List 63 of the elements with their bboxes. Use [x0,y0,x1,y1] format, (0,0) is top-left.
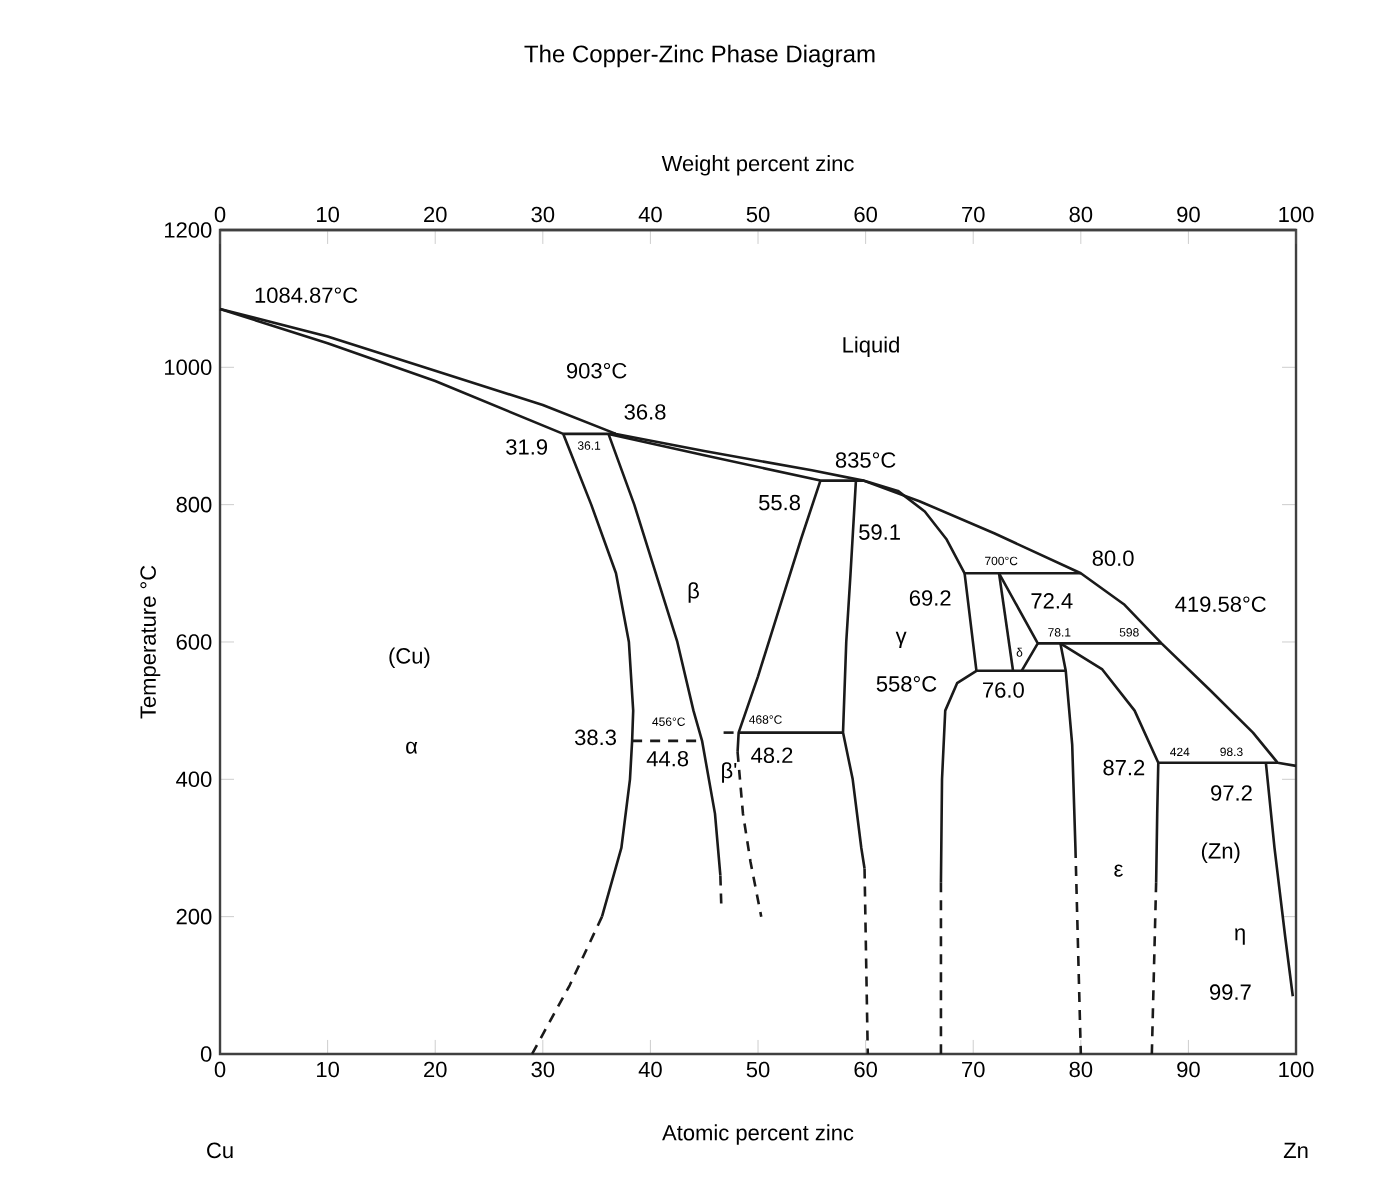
annotation: 903°C [566,362,627,379]
text: Zn [1283,1142,1308,1158]
annotation: 69.2 [909,590,951,606]
x-tick-label: 20 [424,1061,447,1078]
annotation: 99.7 [1210,984,1251,1000]
annotation: 835°C [835,452,896,468]
y-tick-label: 0 [200,1046,212,1062]
x-tick-label: 40 [638,1061,662,1078]
annotation: 97.2 [1211,785,1252,801]
x2-tick-label: 50 [746,206,770,223]
x2-axis-title: Weight percent zinc [661,155,854,176]
x-tick-label: 60 [854,1061,877,1078]
chart-title: The Copper-Zinc Phase Diagram [524,44,875,68]
x2-tick-label: 20 [424,206,447,223]
x-tick-label: 100 [1279,1061,1314,1078]
annotation: 72.4 [1031,593,1073,609]
annotation: 31.9 [506,439,548,455]
annotation: 36.8 [624,404,666,420]
annotation: α [406,741,418,754]
y-tick-label: 800 [176,496,212,513]
y-tick-label: 1000 [165,359,212,376]
x-tick-label: 10 [317,1061,339,1078]
annotation: 80.0 [1092,550,1134,566]
x-axis-title: Atomic percent zinc [662,1124,854,1145]
x2-tick-label: 100 [1279,206,1314,223]
x2-tick-label: 40 [638,206,662,223]
annotation: 87.2 [1103,759,1145,776]
x-tick-label: 70 [962,1061,985,1078]
y-tick-label: 400 [176,771,212,788]
x2-tick-label: 60 [854,206,877,223]
annotation: 558°C [876,676,937,692]
x-tick-label: 0 [214,1061,226,1078]
x2-tick-label: 10 [317,206,339,223]
y-tick-label: 200 [176,908,212,925]
x2-tick-label: 80 [1069,206,1093,223]
x2-tick-label: 90 [1177,206,1200,223]
y-tick-label: 600 [176,634,212,650]
text: Cu [207,1142,233,1159]
annotation: η [1235,928,1245,945]
annotation: 1084.87°C [255,287,358,303]
x-tick-label: 30 [531,1061,555,1078]
x2-tick-label: 30 [531,206,555,223]
annotation: 48.2 [751,747,793,764]
annotation: 44.8 [646,750,689,767]
annotation: 38.3 [574,729,616,746]
annotation: (Cu) [389,647,430,669]
annotation: 55.8 [759,494,800,511]
x2-tick-label: 70 [962,206,985,223]
x-tick-label: 80 [1069,1061,1093,1078]
x-tick-label: 90 [1177,1061,1200,1078]
annotation: ε [1114,864,1123,877]
annotation: γ [895,631,907,648]
y-tick-label: 1200 [165,222,212,238]
annotation: 59.1 [859,524,900,540]
annotation: β [688,582,699,603]
x2-tick-label: 0 [214,206,226,223]
x-tick-label: 50 [746,1061,770,1078]
y-axis-title: Temperature °C [140,565,161,719]
annotation: Liquid [843,336,899,357]
annotation: 419.58°C [1175,596,1266,612]
annotation: β' [722,762,737,783]
annotation: (Zn) [1201,842,1240,864]
annotation: 76.0 [983,682,1024,698]
